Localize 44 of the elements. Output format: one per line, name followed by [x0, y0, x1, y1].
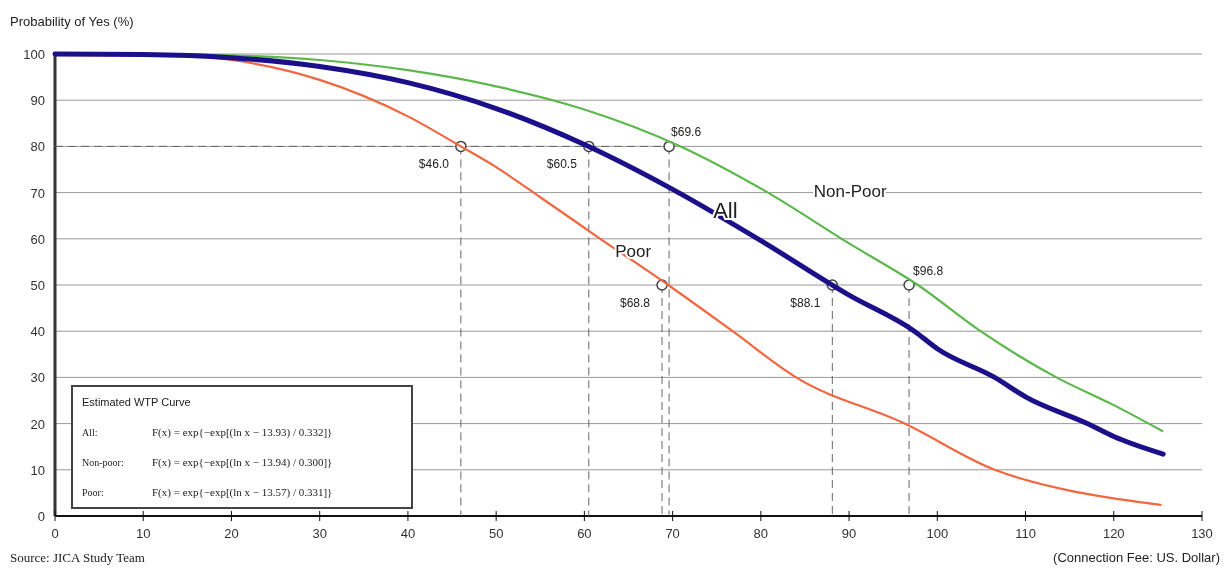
annotation: $88.1	[790, 296, 821, 310]
annotation: Poor:	[82, 487, 104, 498]
annotation: Non-poor:	[82, 457, 124, 468]
x-tick-label: 90	[841, 526, 857, 541]
y-tick-label: 30	[30, 370, 45, 386]
series-label: All	[713, 198, 738, 224]
y-tick-label: 20	[30, 416, 45, 432]
y-tick-label: 40	[30, 324, 45, 340]
annotation: $46.0	[418, 157, 450, 172]
y-tick-label: 90	[30, 93, 45, 109]
x-tick-label: 10	[136, 526, 151, 541]
y-axis-title: Probability of Yes (%)	[10, 14, 134, 29]
x-tick-label: 20	[224, 526, 239, 541]
y-tick-label: 50	[30, 278, 45, 293]
annotation: Estimated WTP Curve	[82, 396, 191, 408]
x-tick-label: 50	[488, 526, 504, 541]
annotation: $60.5	[546, 157, 578, 172]
annotation: $69.6	[671, 125, 702, 140]
x-tick-label: 60	[577, 526, 592, 541]
x-tick-label: 120	[1102, 526, 1125, 541]
x-tick-label: 0	[51, 526, 59, 541]
y-tick-label: 70	[30, 185, 45, 201]
x-tick-label: 110	[1015, 526, 1036, 541]
x-tick-label: 30	[312, 526, 327, 541]
y-tick-label: 60	[30, 231, 45, 247]
y-tick-label: 10	[30, 462, 45, 478]
annotation: F(x) = exp{−exp[(ln x − 13.93) / 0.332]}	[152, 426, 333, 439]
source-note: Source: JICA Study Team	[10, 550, 145, 565]
annotation: F(x) = exp{−exp[(ln x − 13.94) / 0.300]}	[152, 456, 333, 469]
x-tick-label: 100	[926, 526, 949, 541]
annotation: F(x) = exp{−exp[(ln x − 13.57) / 0.331]}	[152, 486, 333, 499]
annotation: All:	[82, 427, 98, 438]
x-tick-label: 130	[1191, 526, 1213, 541]
x-tick-label: 40	[400, 526, 416, 541]
y-tick-label: 80	[30, 139, 45, 155]
x-axis-title: (Connection Fee: US. Dollar)	[1053, 550, 1220, 565]
annotation: $96.8	[913, 264, 944, 278]
series-label: Poor	[615, 242, 652, 262]
x-tick-label: 70	[665, 526, 680, 541]
y-tick-label: 100	[23, 47, 45, 62]
annotation: $68.8	[620, 296, 651, 310]
x-tick-label: 80	[753, 526, 769, 541]
y-tick-label: 0	[37, 509, 45, 524]
series-label: Non-Poor	[813, 182, 887, 202]
